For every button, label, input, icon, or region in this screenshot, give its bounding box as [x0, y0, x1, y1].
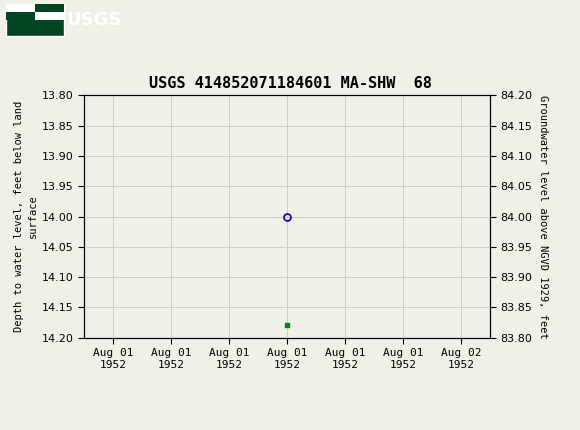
- Bar: [35, 12, 64, 20]
- Bar: [35, 4, 64, 12]
- Y-axis label: Depth to water level, feet below land
surface: Depth to water level, feet below land su…: [14, 101, 38, 332]
- Bar: [6, 12, 35, 20]
- Bar: [6, 4, 64, 36]
- Text: USGS 414852071184601 MA-SHW  68: USGS 414852071184601 MA-SHW 68: [148, 76, 432, 91]
- Y-axis label: Groundwater level above NGVD 1929, feet: Groundwater level above NGVD 1929, feet: [538, 95, 548, 338]
- Bar: [6, 4, 35, 12]
- Text: USGS: USGS: [67, 11, 122, 29]
